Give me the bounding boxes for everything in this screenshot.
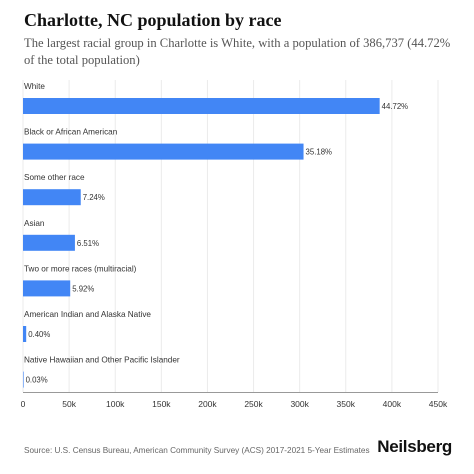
category-label: Native Hawaiian and Other Pacific Island… [24,356,180,365]
category-label: Black or African American [24,128,118,137]
x-tick-label: 400k [383,399,402,409]
data-label: 7.24% [83,193,105,202]
bar [23,189,81,206]
data-label: 0.40% [28,330,50,339]
x-tick-label: 50k [62,399,76,409]
category-label: Two or more races (multiracial) [24,264,137,273]
source-note: Source: U.S. Census Bureau, American Com… [24,446,370,455]
chart-subtitle: The largest racial group in Charlotte is… [24,36,451,67]
category-label: Asian [24,219,45,228]
bar [23,234,75,251]
x-tick-label: 0 [21,399,26,409]
x-tick-label: 250k [244,399,263,409]
data-label: 0.03% [26,376,48,385]
bar [23,143,304,160]
x-tick-label: 350k [337,399,356,409]
brand-logo: Neilsberg [377,437,452,456]
x-tick-label: 300k [290,399,309,409]
chart-title: Charlotte, NC population by race [24,10,282,30]
bar [23,371,24,388]
bar [23,326,27,342]
x-tick-label: 100k [106,399,125,409]
data-label: 5.92% [72,284,94,293]
data-label: 6.51% [77,239,99,248]
category-label: Some other race [24,173,85,182]
category-label: White [24,82,45,91]
bar [23,98,380,114]
x-tick-label: 150k [152,399,171,409]
data-label: 35.18% [306,148,333,157]
x-tick-label: 200k [198,399,217,409]
bar [23,280,71,297]
data-label: 44.72% [382,102,409,111]
category-label: American Indian and Alaska Native [24,310,151,319]
x-tick-label: 450k [429,399,448,409]
